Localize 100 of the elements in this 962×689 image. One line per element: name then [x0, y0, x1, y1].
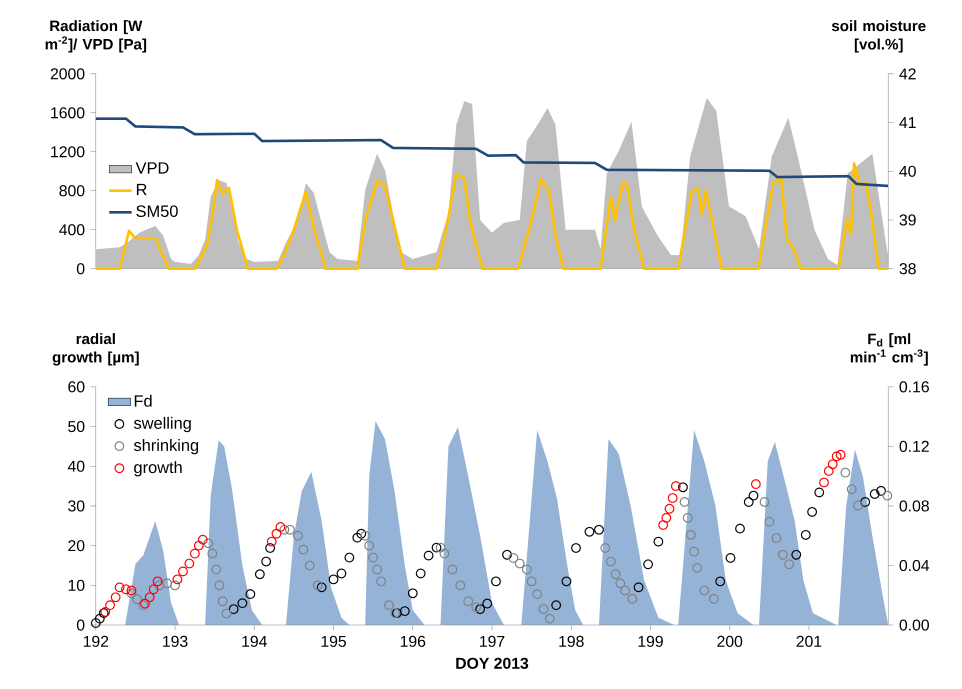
legend-label: SM50	[136, 205, 178, 217]
point	[198, 534, 208, 545]
point	[424, 550, 434, 560]
point	[207, 548, 218, 558]
point	[455, 580, 466, 590]
x-tick-label: 196	[400, 636, 426, 647]
y2-tick-label: 41	[899, 117, 916, 128]
point	[304, 560, 315, 570]
y2-tick-label: 39	[900, 214, 916, 226]
point	[791, 550, 802, 560]
point	[750, 479, 761, 490]
point	[876, 486, 886, 496]
y-tick-label: 0	[76, 263, 84, 274]
point	[689, 546, 699, 557]
point	[882, 490, 892, 501]
point	[715, 576, 726, 586]
point	[668, 493, 678, 503]
point	[870, 489, 880, 499]
point	[562, 576, 572, 586]
point	[664, 504, 674, 514]
point	[491, 576, 501, 586]
point	[152, 576, 163, 586]
point	[682, 512, 693, 523]
y-tick-label: 20	[68, 540, 84, 552]
point	[620, 586, 630, 596]
point	[610, 569, 621, 580]
point	[222, 608, 232, 618]
point	[784, 559, 794, 570]
point	[126, 588, 136, 598]
point	[853, 500, 863, 510]
y2-tick-label: 42	[899, 68, 916, 80]
y-axis-title: Radiation [W m$^{-2}$]/ VPD [Pa]	[46, 20, 146, 53]
point	[726, 553, 736, 563]
point	[814, 488, 824, 498]
point	[144, 592, 155, 602]
point	[551, 600, 562, 610]
point	[110, 592, 121, 602]
point	[860, 497, 870, 507]
x-axis-title: DOY 2013	[456, 658, 528, 669]
point	[218, 596, 228, 606]
y2-tick-label: 0.12	[900, 440, 929, 452]
legend-label: swelling	[134, 416, 191, 432]
point	[178, 566, 188, 576]
point	[819, 478, 829, 488]
point	[748, 490, 758, 501]
point	[148, 584, 159, 594]
point	[416, 568, 426, 578]
x-tick-label: 193	[163, 636, 188, 647]
y-tick-label: 2000	[50, 68, 84, 80]
y-tick-label: 1200	[51, 146, 84, 158]
point	[312, 580, 323, 590]
point	[90, 618, 101, 628]
point	[800, 530, 811, 540]
y2-tick-label: 38	[900, 263, 916, 274]
point	[372, 564, 382, 574]
y-tick-label: 50	[68, 420, 84, 432]
y2-tick-label: 0.04	[900, 560, 930, 572]
point	[279, 524, 290, 535]
point	[653, 536, 664, 547]
point	[708, 594, 719, 604]
y2-tick-label: 0.08	[900, 500, 929, 512]
point	[121, 584, 131, 594]
point	[571, 543, 581, 553]
x-tick-label: 201	[796, 636, 822, 647]
point	[352, 532, 362, 543]
point	[436, 542, 446, 553]
point	[272, 528, 282, 539]
point	[824, 466, 834, 476]
point	[735, 524, 745, 534]
x-tick-label: 199	[638, 636, 663, 647]
point	[538, 604, 548, 614]
x-tick-label: 195	[322, 636, 346, 647]
point	[828, 459, 838, 470]
legend-label: Fd	[134, 394, 152, 407]
point	[836, 450, 846, 460]
point	[265, 543, 276, 553]
point	[114, 582, 124, 592]
x-tick-label: 197	[480, 636, 504, 647]
point	[261, 556, 272, 566]
point	[94, 614, 105, 624]
point	[154, 580, 164, 590]
point	[526, 576, 537, 586]
point	[328, 574, 338, 584]
legend-label: growth	[134, 461, 182, 476]
point	[400, 606, 410, 616]
y2-tick-label: 0.16	[900, 381, 929, 392]
point	[432, 542, 442, 553]
point	[316, 582, 327, 592]
point	[502, 550, 512, 560]
point	[408, 588, 418, 598]
point	[245, 589, 256, 599]
point	[170, 580, 180, 590]
y-tick-label: 1600	[51, 107, 84, 118]
x-tick-label: 198	[559, 636, 584, 647]
point	[292, 530, 303, 541]
point	[600, 543, 610, 553]
x-tick-label: 200	[717, 636, 742, 647]
point	[184, 558, 194, 568]
point	[840, 468, 850, 478]
y2-axis-title: soil moisture [vol.%]	[832, 20, 926, 53]
